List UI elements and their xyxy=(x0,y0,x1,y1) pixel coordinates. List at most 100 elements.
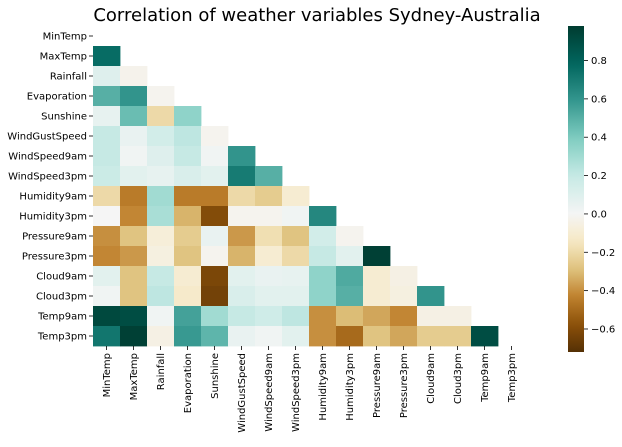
heatmap-cell-Temp3pm-Evaporation xyxy=(174,326,202,347)
heatmap-cell-Sunshine-Rainfall xyxy=(147,106,175,127)
heatmap-cell-WindSpeed9am-MinTemp xyxy=(93,146,121,167)
heatmap-cell-Temp3pm-Pressure9am xyxy=(363,326,391,347)
x-tick-label: Rainfall xyxy=(156,353,167,390)
colorbar-gradient xyxy=(568,26,584,352)
heatmap-cell-MaxTemp-MinTemp xyxy=(93,46,121,67)
heatmap-cell-Cloud9am-Rainfall xyxy=(147,266,175,287)
heatmap-cell-Cloud9am-Humidity3pm xyxy=(336,266,364,287)
heatmap-cell-Temp3pm-MinTemp xyxy=(93,326,121,347)
heatmap-cell-Humidity3pm-WindGustSpeed xyxy=(228,206,256,227)
heatmap-cell-Pressure3pm-Sunshine xyxy=(201,246,229,267)
x-tick-label: Pressure9am xyxy=(372,353,383,418)
heatmap-cell-Humidity3pm-WindSpeed9am xyxy=(255,206,283,227)
heatmap-cell-Pressure3pm-WindSpeed9am xyxy=(255,246,283,267)
heatmap-cell-Humidity9am-Evaporation xyxy=(174,186,202,207)
heatmap-cell-Humidity9am-MinTemp xyxy=(93,186,121,207)
y-tick-label: Cloud9am xyxy=(36,272,87,283)
heatmap-cell-Evaporation-Rainfall xyxy=(147,86,175,107)
colorbar-tick-label: 0.8 xyxy=(591,56,607,67)
heatmap-cell-Cloud3pm-Evaporation xyxy=(174,286,202,307)
heatmap-cell-Evaporation-MaxTemp xyxy=(120,86,148,107)
heatmap-cell-Pressure9am-MinTemp xyxy=(93,226,121,247)
heatmap-cell-Temp9am-Rainfall xyxy=(147,306,175,327)
heatmap-cell-Pressure9am-Humidity3pm xyxy=(336,226,364,247)
x-tick-label: MaxTemp xyxy=(129,353,140,400)
heatmap-cell-Pressure3pm-WindGustSpeed xyxy=(228,246,256,267)
heatmap-cell-Humidity9am-Sunshine xyxy=(201,186,229,207)
heatmap-cell-WindSpeed3pm-Sunshine xyxy=(201,166,229,187)
heatmap-cell-Cloud3pm-Pressure9am xyxy=(363,286,391,307)
heatmap-cell-WindSpeed3pm-Rainfall xyxy=(147,166,175,187)
heatmap-cell-Pressure3pm-Humidity9am xyxy=(309,246,337,267)
y-tick-label: WindSpeed3pm xyxy=(8,172,87,183)
heatmap-cell-Temp3pm-Humidity3pm xyxy=(336,326,364,347)
heatmap-cell-Pressure9am-Evaporation xyxy=(174,226,202,247)
y-tick-label: Rainfall xyxy=(50,72,87,83)
heatmap-cell-Cloud9am-MinTemp xyxy=(93,266,121,287)
heatmap-cell-Humidity3pm-Sunshine xyxy=(201,206,229,227)
y-tick-label: Cloud3pm xyxy=(36,292,87,303)
heatmap-cell-Pressure3pm-Rainfall xyxy=(147,246,175,267)
heatmap-cell-Cloud3pm-WindSpeed9am xyxy=(255,286,283,307)
heatmap-cell-Sunshine-MaxTemp xyxy=(120,106,148,127)
x-tick-label: Humidity3pm xyxy=(345,353,356,421)
heatmap-cell-Humidity3pm-Evaporation xyxy=(174,206,202,227)
heatmap-cell-Cloud9am-WindGustSpeed xyxy=(228,266,256,287)
x-tick-label: Pressure3pm xyxy=(399,353,410,418)
heatmap-cell-Pressure3pm-Pressure9am xyxy=(363,246,391,267)
y-tick-label: WindGustSpeed xyxy=(7,132,87,143)
heatmap-cell-WindSpeed9am-Evaporation xyxy=(174,146,202,167)
heatmap-cell-Humidity3pm-Humidity9am xyxy=(309,206,337,227)
heatmap-cell-Pressure3pm-MinTemp xyxy=(93,246,121,267)
heatmap-cell-Temp3pm-Sunshine xyxy=(201,326,229,347)
heatmap-cell-Pressure9am-WindSpeed9am xyxy=(255,226,283,247)
y-tick-label: Sunshine xyxy=(41,112,87,123)
heatmap-cell-Temp3pm-MaxTemp xyxy=(120,326,148,347)
heatmap-cell-Cloud9am-Sunshine xyxy=(201,266,229,287)
heatmap-cell-Sunshine-MinTemp xyxy=(93,106,121,127)
heatmap-cell-Pressure9am-WindGustSpeed xyxy=(228,226,256,247)
heatmap-cell-WindGustSpeed-MinTemp xyxy=(93,126,121,147)
x-tick-label: Cloud3pm xyxy=(453,353,464,404)
heatmap-cell-Pressure9am-WindSpeed3pm xyxy=(282,226,310,247)
heatmap-cell-Cloud3pm-MaxTemp xyxy=(120,286,148,307)
heatmap-cell-WindGustSpeed-Evaporation xyxy=(174,126,202,147)
heatmap-cell-WindSpeed3pm-MaxTemp xyxy=(120,166,148,187)
x-tick-label: Sunshine xyxy=(210,353,221,399)
heatmap-cell-Temp3pm-WindGustSpeed xyxy=(228,326,256,347)
heatmap-cell-Humidity9am-WindSpeed3pm xyxy=(282,186,310,207)
y-tick-label: MinTemp xyxy=(43,32,87,43)
heatmap-cell-Temp3pm-Cloud9am xyxy=(417,326,445,347)
heatmap-cell-Cloud9am-MaxTemp xyxy=(120,266,148,287)
heatmap-cell-Cloud3pm-WindGustSpeed xyxy=(228,286,256,307)
heatmap-cell-Pressure9am-Rainfall xyxy=(147,226,175,247)
heatmap-cell-Rainfall-MinTemp xyxy=(93,66,121,87)
heatmap-cell-Temp9am-Humidity9am xyxy=(309,306,337,327)
heatmap-cell-Sunshine-Evaporation xyxy=(174,106,202,127)
heatmap-cell-Temp3pm-WindSpeed3pm xyxy=(282,326,310,347)
heatmap-cell-WindSpeed9am-MaxTemp xyxy=(120,146,148,167)
heatmap-cell-WindSpeed9am-Rainfall xyxy=(147,146,175,167)
heatmap-cell-Temp3pm-Pressure3pm xyxy=(390,326,418,347)
heatmap-cell-Cloud9am-WindSpeed9am xyxy=(255,266,283,287)
heatmap-cell-Cloud3pm-Humidity9am xyxy=(309,286,337,307)
heatmap-cell-Cloud3pm-Cloud9am xyxy=(417,286,445,307)
heatmap-cell-Temp9am-MinTemp xyxy=(93,306,121,327)
heatmap-cell-Humidity3pm-MinTemp xyxy=(93,206,121,227)
colorbar-tick-label: −0.6 xyxy=(591,324,615,335)
heatmap-cell-Temp9am-Evaporation xyxy=(174,306,202,327)
heatmap-cells xyxy=(93,46,499,347)
colorbar-tick-label: 0.0 xyxy=(591,209,607,220)
x-tick-label: Temp9am xyxy=(480,353,491,403)
colorbar: −0.6 −0.4 −0.2 0.0 0.2 0.4 0.6 0.8 xyxy=(568,26,615,352)
heatmap-cell-Pressure9am-Sunshine xyxy=(201,226,229,247)
heatmap-cell-Temp9am-WindGustSpeed xyxy=(228,306,256,327)
heatmap-cell-Cloud3pm-Pressure3pm xyxy=(390,286,418,307)
heatmap-cell-WindSpeed9am-WindGustSpeed xyxy=(228,146,256,167)
y-tick-label: Evaporation xyxy=(27,92,87,103)
heatmap-cell-WindSpeed3pm-MinTemp xyxy=(93,166,121,187)
y-tick-label: Humidity9am xyxy=(19,192,87,203)
heatmap-cell-Cloud3pm-WindSpeed3pm xyxy=(282,286,310,307)
y-tick-labels: MinTemp MaxTemp Rainfall Evaporation Sunshin… xyxy=(7,32,93,343)
